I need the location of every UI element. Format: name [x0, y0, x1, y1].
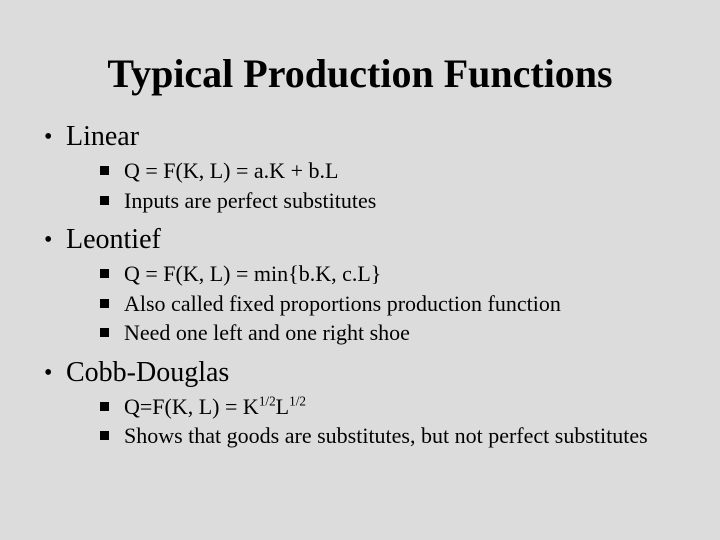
- list-item: Shows that goods are substitutes, but no…: [100, 422, 690, 450]
- section-cobb-douglas-items: Q=F(K, L) = K1/2L1/2 Shows that goods ar…: [66, 393, 690, 450]
- list-item: Q=F(K, L) = K1/2L1/2: [100, 393, 690, 421]
- slide-title: Typical Production Functions: [30, 50, 690, 97]
- list-item: Q = F(K, L) = min{b.K, c.L}: [100, 260, 690, 288]
- section-heading: Leontief: [66, 224, 161, 255]
- slide: Typical Production Functions Linear Q = …: [0, 0, 720, 540]
- section-linear-items: Q = F(K, L) = a.K + b.L Inputs are perfe…: [66, 157, 690, 214]
- section-leontief-items: Q = F(K, L) = min{b.K, c.L} Also called …: [66, 260, 690, 347]
- list-item: Inputs are perfect substitutes: [100, 187, 690, 215]
- list-item: Also called fixed proportions production…: [100, 290, 690, 318]
- outline-level1: Linear Q = F(K, L) = a.K + b.L Inputs ar…: [30, 121, 690, 450]
- section-heading: Cobb-Douglas: [66, 357, 229, 388]
- section-linear: Linear Q = F(K, L) = a.K + b.L Inputs ar…: [40, 121, 690, 214]
- list-item: Need one left and one right shoe: [100, 319, 690, 347]
- section-leontief: Leontief Q = F(K, L) = min{b.K, c.L} Als…: [40, 224, 690, 347]
- section-heading: Linear: [66, 121, 139, 152]
- list-item: Q = F(K, L) = a.K + b.L: [100, 157, 690, 185]
- section-cobb-douglas: Cobb-Douglas Q=F(K, L) = K1/2L1/2 Shows …: [40, 357, 690, 450]
